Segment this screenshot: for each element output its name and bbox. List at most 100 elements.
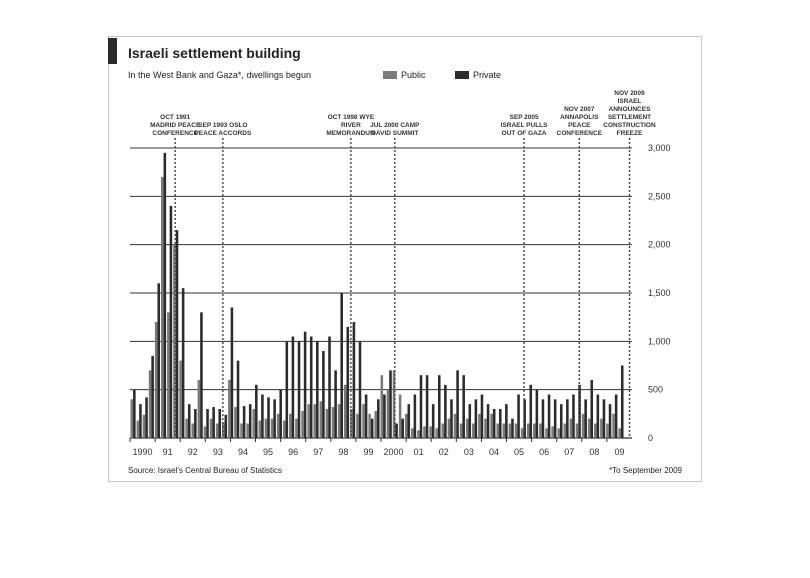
legend-swatch-private [455,71,469,79]
bar-public [173,244,176,438]
bar-public [520,428,524,438]
bar-public [587,418,591,438]
bar-public [551,426,554,438]
x-tick-label: 2000 [384,447,404,457]
bar-public [295,418,298,438]
bar-public [313,404,317,438]
bar-public [539,423,542,438]
bar-public [276,413,280,438]
y-tick-label: 2,500 [648,191,671,201]
y-tick-label: 1,000 [648,336,671,346]
bar-public [594,423,597,438]
bar-public [185,418,188,438]
x-tick-label: 91 [163,447,173,457]
bar-public [484,418,487,438]
bar-public [526,423,530,438]
bar-public [411,428,414,438]
bar-public [459,423,463,438]
bar-public [289,413,292,438]
bar-public [264,418,268,438]
bar-private [334,370,337,438]
bar-public [441,423,445,438]
annotation-label: NOV 2007 ANNAPOLIS PEACE CONFERENCE [557,106,603,137]
x-tick-label: 05 [514,447,524,457]
bar-private [462,375,465,438]
bar-private [230,307,234,438]
bar-public [319,401,323,438]
bar-private [596,394,600,438]
bar-public [356,413,359,438]
bar-private [602,399,606,438]
x-tick-label: 02 [439,447,449,457]
legend-swatch-public [383,71,397,79]
bar-public [368,413,371,438]
bar-private [194,409,197,438]
bar-public [569,418,573,438]
bar-public [490,413,493,438]
bar-private [486,404,490,438]
bar-private [279,389,282,438]
bar-private [358,341,362,438]
x-tick-label: 01 [414,447,424,457]
bar-public [179,360,182,438]
bar-public [167,312,170,438]
bar-private [273,399,276,438]
bar-private [431,404,435,438]
bar-private [541,399,545,438]
bar-private [407,404,411,438]
legend-public: Public [383,70,426,80]
bar-private [187,404,191,438]
bar-private [377,399,380,438]
bar-public [417,430,420,438]
bar-private [316,341,319,438]
bar-private [236,360,240,438]
bar-public [502,423,506,438]
bar-private [492,409,496,438]
bar-public [496,423,499,438]
bar-private [584,399,587,438]
annotation-label: OCT 1991 MADRID PEACE CONFERENCE [150,114,201,137]
bar-public [154,322,158,438]
bar-private [224,414,228,438]
bar-public [301,410,304,438]
bar-private [370,418,374,438]
bar-public [447,418,451,438]
bar-private [242,406,246,438]
bar-private [547,394,551,438]
bar-private [395,423,398,438]
bar-public [234,407,237,438]
annotation-label: JUL 2000 CAMP DAVID SUMMIT [370,122,420,137]
bar-public [252,409,256,438]
bar-private [383,394,386,438]
bar-public [331,407,335,438]
bar-private [498,409,502,438]
bar-private [248,404,252,438]
bar-public [142,414,146,438]
bar-private [444,384,447,438]
x-tick-label: 95 [263,447,273,457]
bar-public [453,413,457,438]
bar-public [398,394,402,438]
bar-public [508,423,512,438]
bar-private [163,152,167,439]
legend-label-public: Public [401,70,426,80]
y-tick-label: 500 [648,385,663,395]
bar-private [450,399,453,438]
bar-private [328,336,331,438]
bar-public [392,370,396,438]
bar-private [218,409,222,438]
bar-public [136,420,140,438]
bar-private [572,394,575,438]
bar-public [581,413,585,438]
annotation-label: SEP 2005 ISRAEL PULLS OUT OF GAZA [501,114,548,137]
annotation-label: OCT 1998 WYE RIVER MEMORANDUM [326,114,375,137]
annotation-label: SEP 1993 OSLO PEACE ACCORDS [194,122,251,137]
legend-label-private: Private [473,70,502,80]
x-tick-label: 03 [464,447,474,457]
bar-private [511,418,514,438]
bar-public [246,423,249,438]
x-tick-label: 98 [338,447,348,457]
bar-private [322,351,325,438]
bar-private [212,407,215,438]
